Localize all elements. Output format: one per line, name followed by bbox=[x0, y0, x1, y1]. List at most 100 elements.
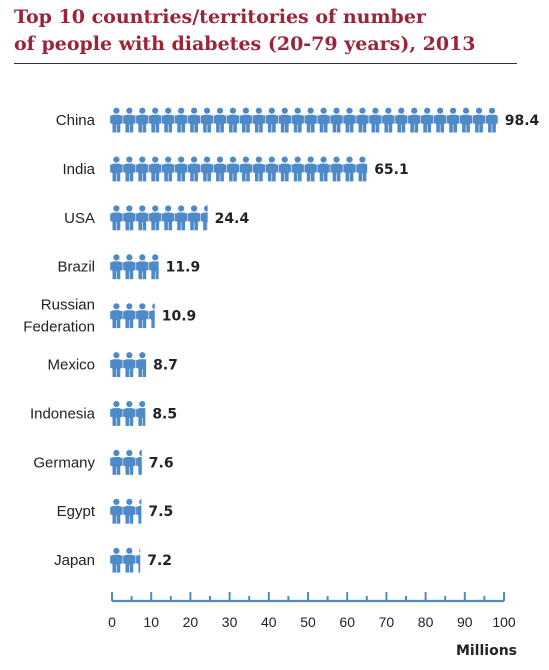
bar-indonesia bbox=[110, 401, 146, 426]
person-icon bbox=[446, 107, 460, 133]
person-icon bbox=[459, 107, 473, 133]
category-label-line: Egypt bbox=[57, 503, 96, 520]
person-icon bbox=[123, 401, 136, 426]
value-label: 10.9 bbox=[162, 309, 197, 325]
person-icon bbox=[162, 156, 175, 182]
person-icon bbox=[123, 303, 136, 329]
category-label: China bbox=[56, 112, 96, 129]
category-label: Mexico bbox=[47, 357, 95, 374]
value-label: 8.7 bbox=[153, 358, 178, 374]
bar-japan bbox=[110, 547, 141, 573]
value-label: 7.5 bbox=[148, 504, 173, 520]
person-icon bbox=[136, 352, 147, 377]
bar-india bbox=[110, 156, 368, 182]
chart-title: Top 10 countries/territories of number o… bbox=[14, 4, 534, 58]
person-icon bbox=[317, 107, 330, 133]
value-label: 24.4 bbox=[215, 211, 250, 227]
category-label-line: Brazil bbox=[57, 259, 95, 276]
x-tick-label: 0 bbox=[108, 614, 116, 630]
bar-germany bbox=[110, 449, 142, 475]
person-icon bbox=[110, 107, 123, 133]
person-icon bbox=[123, 156, 136, 182]
x-axis: 0 10 20 30 40 50 60 70 80 90 100 Millions bbox=[108, 592, 517, 659]
person-icon bbox=[356, 156, 368, 182]
bar-usa bbox=[110, 205, 208, 231]
person-icon bbox=[265, 107, 278, 133]
value-label: 98.4 bbox=[505, 113, 540, 129]
x-tick-label: 20 bbox=[183, 614, 199, 630]
person-icon bbox=[110, 205, 123, 231]
person-icon bbox=[149, 156, 162, 182]
person-icon bbox=[472, 107, 486, 133]
person-icon bbox=[110, 352, 123, 377]
person-icon bbox=[330, 156, 343, 182]
person-icon bbox=[123, 449, 136, 475]
category-label-line: Indonesia bbox=[30, 405, 96, 422]
person-icon bbox=[136, 498, 142, 524]
person-icon bbox=[356, 107, 369, 133]
bar-russian-federation bbox=[110, 303, 155, 329]
person-icon bbox=[343, 156, 356, 182]
person-icon bbox=[200, 156, 214, 182]
person-icon bbox=[174, 205, 188, 231]
person-icon bbox=[136, 401, 146, 426]
bar-brazil bbox=[110, 254, 159, 280]
person-icon bbox=[110, 449, 123, 475]
person-icon bbox=[136, 303, 149, 329]
person-icon bbox=[226, 107, 240, 133]
person-icon bbox=[149, 303, 155, 329]
bar-china bbox=[110, 107, 498, 133]
x-tick-label: 100 bbox=[492, 614, 516, 630]
person-icon bbox=[304, 107, 317, 133]
category-label: Indonesia bbox=[30, 405, 96, 422]
person-icon bbox=[110, 401, 123, 426]
chart-title-line-2: of people with diabetes (20-79 years), 2… bbox=[14, 33, 476, 55]
person-icon bbox=[162, 205, 175, 231]
category-label-line: Japan bbox=[54, 552, 95, 569]
category-label-line: Russian bbox=[41, 297, 95, 314]
person-icon bbox=[252, 156, 266, 182]
category-label: Japan bbox=[54, 552, 95, 569]
category-label-line: China bbox=[56, 112, 96, 129]
value-label: 8.5 bbox=[152, 406, 177, 422]
person-icon bbox=[330, 107, 343, 133]
person-icon bbox=[174, 107, 188, 133]
person-icon bbox=[304, 156, 317, 182]
person-icon bbox=[110, 547, 123, 573]
person-icon bbox=[174, 156, 188, 182]
category-label-line: Mexico bbox=[47, 357, 95, 374]
category-label: India bbox=[62, 161, 95, 178]
x-tick-label: 50 bbox=[300, 614, 316, 630]
person-icon bbox=[110, 303, 123, 329]
category-label-line: India bbox=[62, 161, 95, 178]
x-tick-label: 30 bbox=[222, 614, 238, 630]
person-icon bbox=[110, 498, 123, 524]
person-icon bbox=[408, 107, 421, 133]
person-icon bbox=[343, 107, 356, 133]
category-label: Egypt bbox=[57, 503, 96, 520]
person-icon bbox=[252, 107, 266, 133]
person-icon bbox=[123, 547, 136, 573]
x-tick-label: 60 bbox=[339, 614, 355, 630]
person-icon bbox=[278, 107, 291, 133]
title-divider bbox=[14, 63, 517, 64]
bar-mexico bbox=[110, 352, 147, 377]
person-icon bbox=[382, 107, 395, 133]
value-label: 65.1 bbox=[374, 162, 409, 178]
person-icon bbox=[187, 205, 201, 231]
person-icon bbox=[123, 107, 136, 133]
person-icon bbox=[291, 156, 304, 182]
person-icon bbox=[123, 254, 136, 280]
person-icon bbox=[369, 107, 382, 133]
category-label: Germany bbox=[33, 454, 95, 471]
person-icon bbox=[110, 254, 123, 280]
person-icon bbox=[213, 156, 227, 182]
person-icon bbox=[149, 254, 159, 280]
person-icon bbox=[123, 352, 136, 377]
person-icon bbox=[485, 107, 498, 133]
bar-egypt bbox=[110, 498, 142, 524]
person-icon bbox=[136, 254, 149, 280]
person-icon bbox=[433, 107, 447, 133]
x-axis-unit-label: Millions bbox=[456, 643, 517, 659]
person-icon bbox=[149, 107, 162, 133]
